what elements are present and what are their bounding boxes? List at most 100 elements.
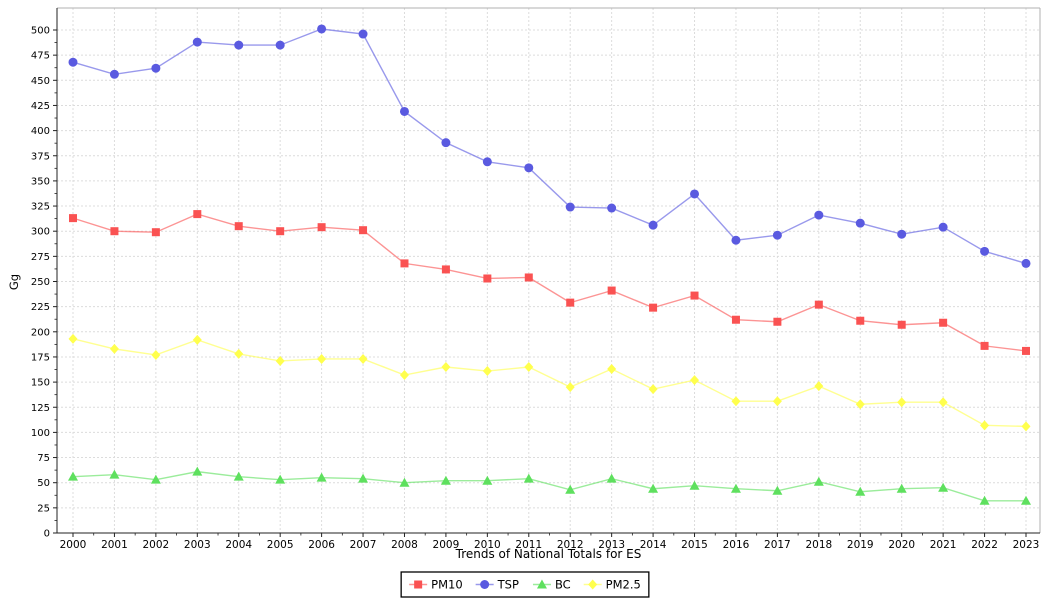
series-bc-marker bbox=[150, 474, 161, 484]
series-pm10-marker bbox=[151, 228, 160, 237]
series-tsp-marker bbox=[980, 246, 990, 256]
series-pm10-marker bbox=[69, 214, 77, 223]
x-tick-label: 2012 bbox=[557, 539, 584, 551]
series-tsp-marker bbox=[897, 229, 907, 239]
series-bc-marker bbox=[648, 483, 659, 493]
series-tsp-marker bbox=[109, 69, 119, 79]
x-tick-label: 2003 bbox=[184, 539, 211, 551]
series-pm2-5-marker bbox=[607, 364, 617, 375]
x-tick-label: 2014 bbox=[640, 539, 667, 551]
series-bc-line bbox=[72, 470, 1026, 502]
series-bc-marker bbox=[1021, 495, 1031, 505]
x-tick-label: 2019 bbox=[847, 539, 874, 551]
y-tick-label: 325 bbox=[31, 202, 50, 213]
legend-marker-tsp bbox=[480, 580, 490, 589]
series-tsp-marker bbox=[234, 40, 244, 50]
y-tick-label: 350 bbox=[31, 176, 50, 187]
legend-items: PM10 TSP BC PM2.5 bbox=[409, 578, 641, 592]
y-tick-label: 375 bbox=[31, 151, 50, 162]
series-pm10-marker bbox=[524, 273, 533, 282]
series-tsp-marker bbox=[731, 235, 741, 245]
y-tick-label: 100 bbox=[31, 428, 50, 439]
y-tick-label: 450 bbox=[31, 76, 50, 87]
series-pm2-5-marker bbox=[109, 343, 119, 354]
legend-item-pm10: PM10 bbox=[409, 578, 463, 592]
series-bc-marker bbox=[689, 480, 700, 490]
y-tick-label: 0 bbox=[44, 529, 50, 540]
series-bc-marker bbox=[109, 469, 120, 479]
series-tsp-marker bbox=[358, 29, 368, 39]
series-tsp-marker bbox=[151, 63, 161, 73]
series-pm2-5-marker bbox=[938, 397, 948, 408]
series-bc-marker bbox=[896, 483, 907, 493]
series-tsp-line bbox=[72, 28, 1027, 265]
y-tick-label: 475 bbox=[31, 51, 50, 62]
y-tick-label: 425 bbox=[31, 101, 50, 112]
series-tsp-marker bbox=[938, 222, 948, 232]
series-pm2-5-marker bbox=[690, 375, 700, 386]
y-tick-label: 250 bbox=[31, 277, 50, 288]
legend-item-bc: BC bbox=[532, 578, 571, 592]
series-bc-marker bbox=[855, 486, 866, 496]
y-tick-label: 150 bbox=[31, 378, 50, 389]
series-pm2-5-marker bbox=[855, 399, 865, 410]
series-tsp-marker bbox=[317, 24, 327, 34]
series-pm10-marker bbox=[483, 274, 492, 283]
x-tick-label: 2022 bbox=[971, 539, 998, 551]
legend: PM10 TSP BC PM2.5 bbox=[400, 571, 650, 598]
series-pm2-5-marker bbox=[731, 396, 741, 407]
series-pm10-marker bbox=[607, 286, 616, 295]
series-bc-marker bbox=[233, 471, 244, 481]
y-axis-label: Gg bbox=[7, 274, 21, 290]
series-pm2-5-marker bbox=[565, 382, 575, 393]
series-pm2-5-marker bbox=[814, 381, 824, 392]
series-pm2-5-marker bbox=[648, 384, 658, 395]
y-tick-label: 75 bbox=[37, 453, 50, 464]
x-tick-label: 2023 bbox=[1013, 539, 1040, 551]
series-pm10-marker bbox=[317, 223, 326, 232]
series-pm10 bbox=[69, 210, 1030, 355]
series-tsp-marker bbox=[275, 40, 285, 50]
series-pm2-5-marker bbox=[399, 370, 409, 381]
series-pm10-marker bbox=[690, 291, 699, 300]
x-tick-label: 2011 bbox=[515, 539, 542, 551]
y-tick-label: 175 bbox=[31, 352, 50, 363]
y-tick-label: 125 bbox=[31, 403, 50, 414]
series-pm2-5-marker bbox=[68, 333, 78, 344]
series-pm10-marker bbox=[939, 318, 948, 327]
series-pm2-5-marker bbox=[317, 353, 327, 364]
series-bc-marker bbox=[68, 471, 78, 481]
series-tsp bbox=[68, 24, 1031, 268]
series-pm2-5-marker bbox=[234, 348, 244, 359]
series-tsp-marker bbox=[607, 203, 617, 213]
series-pm2-5-marker bbox=[358, 353, 368, 364]
legend-item-pm2-5: PM2.5 bbox=[583, 578, 641, 592]
x-axis-title: Trends of National Totals for ES bbox=[455, 547, 642, 561]
series-pm2-5-marker bbox=[897, 397, 907, 408]
y-tick-label: 500 bbox=[31, 26, 50, 37]
legend-marker-pm2-5 bbox=[588, 579, 598, 590]
series-pm10-marker bbox=[649, 303, 658, 312]
series-tsp-marker bbox=[1021, 258, 1031, 268]
series-tsp-marker bbox=[68, 57, 78, 67]
series-pm10-marker bbox=[897, 320, 906, 329]
series-pm10-marker bbox=[980, 341, 989, 350]
legend-item-tsp: TSP bbox=[475, 578, 519, 592]
x-tick-label: 2000 bbox=[60, 539, 87, 551]
series-tsp-marker bbox=[482, 157, 492, 167]
series-tsp-marker bbox=[648, 220, 658, 230]
series-pm10-marker bbox=[731, 315, 740, 324]
y-tick-label: 400 bbox=[31, 126, 50, 137]
series-pm10-marker bbox=[566, 298, 575, 307]
legend-marker-bc bbox=[536, 579, 547, 589]
series-pm2-5-marker bbox=[772, 396, 782, 407]
series-pm10-marker bbox=[193, 210, 202, 219]
x-tick-label: 2008 bbox=[391, 539, 418, 551]
series-pm2-5-marker bbox=[151, 349, 161, 360]
axes-layer bbox=[53, 7, 1041, 537]
series-bc-marker bbox=[482, 475, 493, 485]
y-tick-label: 300 bbox=[31, 227, 50, 238]
series-bc-marker bbox=[565, 484, 576, 494]
series-pm2-5-marker bbox=[275, 355, 285, 366]
